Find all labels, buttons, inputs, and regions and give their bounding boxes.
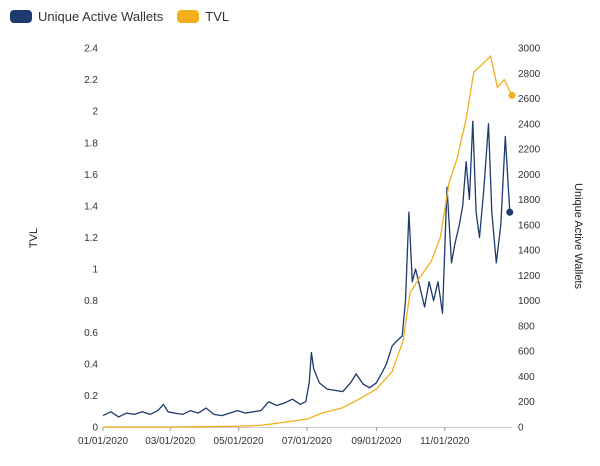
y-left-tick-label: 1.4 bbox=[84, 201, 98, 212]
y-left-tick-label: 1.6 bbox=[84, 170, 98, 181]
legend-item-wallets: Unique Active Wallets bbox=[10, 9, 163, 24]
y-right-tick-label: 400 bbox=[518, 372, 535, 383]
y-left-tick-label: 1.8 bbox=[84, 138, 98, 149]
y-left-tick-label: 0 bbox=[92, 423, 98, 434]
y-right-tick-label: 2600 bbox=[518, 94, 541, 105]
y-left-tick-label: 2 bbox=[92, 107, 98, 118]
y-right-tick-label: 1200 bbox=[518, 271, 541, 282]
legend-swatch-tvl bbox=[177, 10, 200, 23]
y-right-tick-label: 2800 bbox=[518, 69, 541, 80]
y-right-tick-label: 600 bbox=[518, 347, 535, 358]
y-left-tick-label: 0.6 bbox=[84, 328, 98, 339]
y-right-tick-label: 200 bbox=[518, 397, 535, 408]
y-right-tick-label: 1600 bbox=[518, 220, 541, 231]
y-right-tick-label: 1000 bbox=[518, 296, 541, 307]
y-right-tick-label: 1800 bbox=[518, 195, 541, 206]
legend-label-tvl: TVL bbox=[205, 9, 230, 24]
legend: Unique Active Wallets TVL bbox=[10, 9, 243, 24]
y-right-tick-label: 800 bbox=[518, 321, 535, 332]
legend-swatch-wallets bbox=[10, 10, 32, 23]
y-left-axis-title: TVL bbox=[28, 228, 40, 248]
y-left-tick-label: 1 bbox=[92, 265, 98, 276]
series-line-tvl bbox=[103, 55, 513, 428]
y-right-tick-label: 2400 bbox=[518, 119, 541, 130]
y-left-tick-label: 0.2 bbox=[84, 391, 98, 402]
y-right-tick-label: 3000 bbox=[518, 44, 541, 55]
y-right-tick-label: 2000 bbox=[518, 170, 541, 181]
x-tick-label: 07/01/2020 bbox=[282, 436, 332, 447]
series-end-marker-tvl bbox=[508, 91, 516, 99]
x-tick-label: 05/01/2020 bbox=[214, 436, 264, 447]
legend-label-wallets: Unique Active Wallets bbox=[38, 9, 164, 24]
y-left-tick-label: 0.4 bbox=[84, 359, 98, 370]
x-tick-label: 03/01/2020 bbox=[145, 436, 195, 447]
y-right-tick-label: 2200 bbox=[518, 145, 541, 156]
y-left-tick-label: 1.2 bbox=[84, 233, 98, 244]
y-left-tick-label: 2.2 bbox=[84, 75, 98, 86]
y-right-axis-title: Unique Active Wallets bbox=[572, 183, 584, 289]
x-tick-label: 09/01/2020 bbox=[351, 436, 401, 447]
series-line-wallets bbox=[102, 120, 511, 418]
y-left-tick-label: 0.8 bbox=[84, 296, 98, 307]
legend-item-tvl: TVL bbox=[177, 9, 229, 24]
x-tick-label: 01/01/2020 bbox=[78, 436, 128, 447]
y-right-tick-label: 1400 bbox=[518, 246, 541, 257]
y-left-tick-label: 2.4 bbox=[84, 44, 98, 55]
y-right-tick-label: 0 bbox=[518, 423, 524, 434]
series-end-marker-wallets bbox=[506, 208, 514, 216]
x-tick-label: 11/01/2020 bbox=[420, 436, 470, 447]
